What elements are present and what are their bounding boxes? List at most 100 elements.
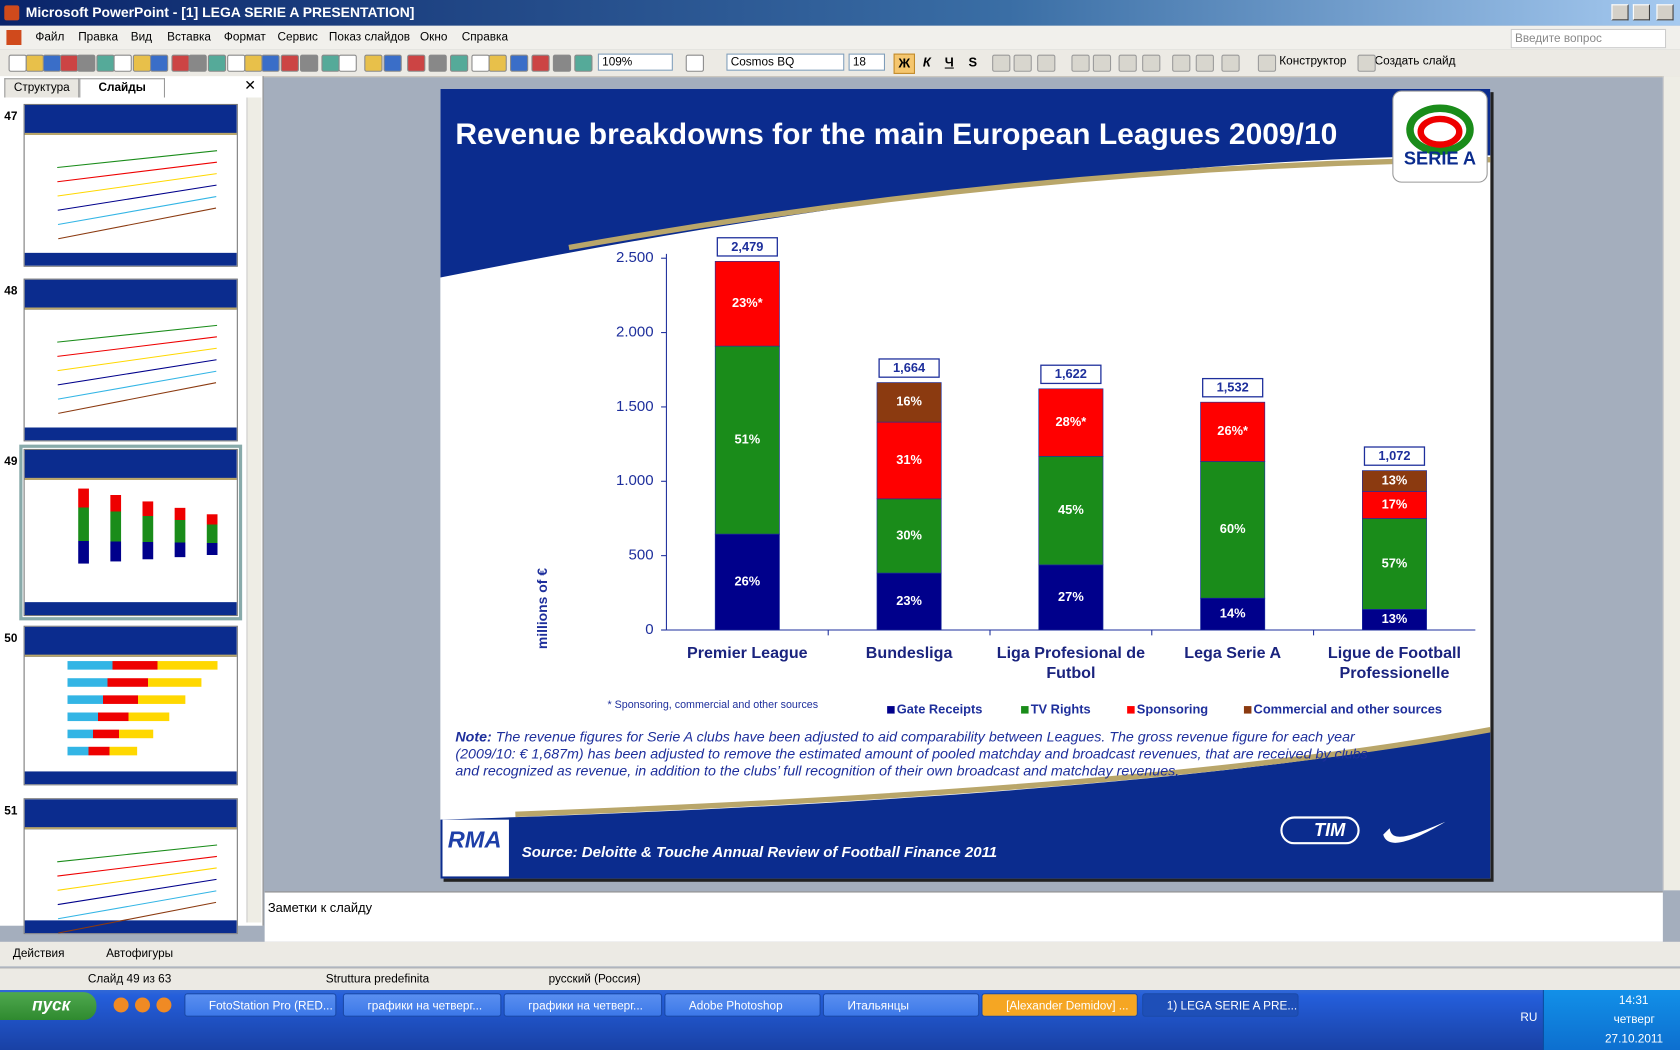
slide-thumbnail[interactable] xyxy=(23,798,238,935)
toolbar-icon[interactable] xyxy=(25,54,44,72)
menu-item[interactable]: Сервис xyxy=(277,31,318,44)
toolbar-icon[interactable] xyxy=(1037,54,1056,72)
toolbar-icon[interactable] xyxy=(1013,54,1032,72)
toolbar-icon[interactable] xyxy=(60,54,79,72)
toolbar-icon[interactable] xyxy=(1071,54,1090,72)
toolbar-icon[interactable] xyxy=(574,54,593,72)
toolbar-icon[interactable] xyxy=(1142,54,1161,72)
segment-label: 27% xyxy=(1058,589,1084,604)
toolbar-icon[interactable] xyxy=(227,54,246,72)
new-slide-button[interactable]: Создать слайд xyxy=(1374,54,1456,68)
design-button[interactable]: Конструктор xyxy=(1279,54,1347,68)
slide-thumbnail[interactable] xyxy=(23,278,238,442)
menu-item[interactable]: Показ слайдов xyxy=(328,31,411,44)
toolbar-icon[interactable] xyxy=(488,54,507,72)
toolbar-icon[interactable] xyxy=(321,54,340,72)
bar-segment xyxy=(876,421,942,500)
toolbar-icon[interactable] xyxy=(132,54,152,72)
taskbar-item[interactable]: Adobe Photoshop xyxy=(664,993,821,1017)
font-size-box[interactable]: 18 xyxy=(848,53,886,71)
menu-item[interactable]: Вставка xyxy=(167,31,211,44)
font-box[interactable]: Cosmos BQ xyxy=(726,53,845,71)
toolbar-icon[interactable] xyxy=(510,54,529,72)
toolbar-icon[interactable] xyxy=(364,54,383,72)
actions-menu[interactable]: Действия xyxy=(12,947,65,961)
minimize-button[interactable] xyxy=(1611,4,1629,21)
thumb-footer xyxy=(24,427,237,441)
toolbar-icon[interactable] xyxy=(450,54,469,72)
toolbar-icon[interactable] xyxy=(383,54,402,72)
toolbar-icon[interactable] xyxy=(1221,54,1240,72)
slide-thumbnail[interactable] xyxy=(19,444,243,621)
menu-item[interactable]: Формат xyxy=(223,31,266,44)
toolbar-icon[interactable] xyxy=(1195,54,1214,72)
toolbar-icon[interactable] xyxy=(300,54,319,72)
format-button[interactable]: S xyxy=(968,54,978,70)
language-indicator[interactable]: RU xyxy=(1520,1011,1538,1025)
toolbar-icon[interactable] xyxy=(1092,54,1112,72)
slide-thumbnail[interactable] xyxy=(23,103,238,267)
toolbar-icon[interactable] xyxy=(280,54,299,72)
toolbar-icon[interactable] xyxy=(207,54,227,72)
taskbar-item[interactable]: Итальянцы xyxy=(822,993,980,1017)
slide-scrollbar[interactable] xyxy=(1662,76,1680,891)
toolbar-icon[interactable] xyxy=(77,54,96,72)
note-text: The revenue figures for Serie A clubs ha… xyxy=(455,728,1368,779)
taskbar-item[interactable]: 1) LEGA SERIE A PRE... xyxy=(1142,993,1299,1017)
toolbar-icon[interactable] xyxy=(407,54,426,72)
segment-label: 23% xyxy=(896,593,922,608)
toolbar-icon[interactable] xyxy=(171,54,190,72)
thumb-line xyxy=(57,173,217,197)
doc-icon[interactable] xyxy=(6,30,22,46)
toolbar-icon[interactable] xyxy=(1118,54,1137,72)
taskbar-item[interactable]: [Alexander Demidov] ... xyxy=(981,993,1138,1017)
notes-pane[interactable]: Заметки к слайду xyxy=(264,891,1663,942)
format-button[interactable]: Ж xyxy=(893,53,916,74)
quick-launch-icon[interactable] xyxy=(135,997,151,1013)
start-button[interactable]: пуск xyxy=(0,992,97,1021)
menu-item[interactable]: Файл xyxy=(35,31,65,44)
toolbar-icon[interactable] xyxy=(261,54,280,72)
outline-tab[interactable]: Структура xyxy=(4,78,80,98)
quick-launch-icon[interactable] xyxy=(156,997,172,1013)
toolbar-icon[interactable] xyxy=(685,54,704,72)
toolbar-icon[interactable] xyxy=(188,54,207,72)
slide-thumbnail[interactable] xyxy=(23,625,238,786)
menu-item[interactable]: Справка xyxy=(461,31,509,44)
toolbar-icon[interactable] xyxy=(42,54,62,72)
taskbar-item[interactable]: FotoStation Pro (RED... xyxy=(184,993,337,1017)
toolbar-icon[interactable] xyxy=(113,54,132,72)
format-button[interactable]: К xyxy=(922,54,931,70)
quick-launch-icon[interactable] xyxy=(113,997,129,1013)
toolbar-icon[interactable] xyxy=(531,54,550,72)
slides-tab[interactable]: Слайды xyxy=(79,78,166,98)
restore-button[interactable] xyxy=(1632,4,1651,21)
toolbar-icon[interactable] xyxy=(338,54,357,72)
zoom-box[interactable]: 109% xyxy=(597,53,673,71)
x-tick-label: Bundesliga xyxy=(865,643,953,663)
toolbar-icon[interactable] xyxy=(552,54,572,72)
toolbar-icon[interactable] xyxy=(8,54,27,72)
close-pane[interactable]: ✕ xyxy=(244,77,256,94)
format-button[interactable]: Ч xyxy=(944,54,954,70)
menu-item[interactable]: Вид xyxy=(130,31,153,44)
toolbar-icon[interactable] xyxy=(150,54,169,72)
status-language: русский (Россия) xyxy=(548,972,641,986)
toolbar-icon[interactable] xyxy=(471,54,490,72)
toolbar-icon[interactable] xyxy=(992,54,1011,72)
toolbar-icon[interactable] xyxy=(244,54,263,72)
taskbar-item[interactable]: графики на четверг... xyxy=(342,993,502,1017)
help-search[interactable]: Введите вопрос xyxy=(1510,28,1667,49)
autoshapes-menu[interactable]: Автофигуры xyxy=(106,947,174,961)
menu-item[interactable]: Правка xyxy=(78,31,119,44)
close-button[interactable] xyxy=(1656,4,1674,21)
thumb-header xyxy=(24,626,237,657)
toolbar-icon[interactable] xyxy=(428,54,447,72)
toolbar-icon[interactable] xyxy=(96,54,115,72)
pane-scrollbar[interactable] xyxy=(246,97,262,923)
toolbar-icon[interactable] xyxy=(1357,54,1376,72)
toolbar-icon[interactable] xyxy=(1257,54,1277,72)
menu-item[interactable]: Окно xyxy=(420,31,448,44)
toolbar-icon[interactable] xyxy=(1172,54,1191,72)
taskbar-item[interactable]: графики на четверг... xyxy=(503,993,663,1017)
